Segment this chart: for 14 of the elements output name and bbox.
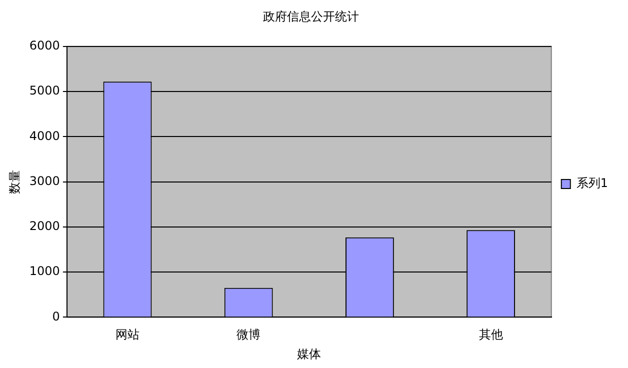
y-tick-label: 4000 — [29, 128, 60, 143]
y-axis-title: 数量 — [7, 170, 22, 194]
chart-title: 政府信息公开统计 — [263, 9, 359, 24]
y-tick-label: 6000 — [29, 38, 60, 53]
x-tick-label: 其他 — [478, 328, 503, 342]
y-tick-label: 2000 — [29, 219, 60, 234]
y-tick-label: 3000 — [29, 174, 60, 188]
x-tick-label: 微博 — [236, 328, 261, 342]
legend-label: 系列1 — [576, 176, 608, 190]
y-tick-label: 1000 — [29, 264, 60, 278]
x-tick-label: 网站 — [115, 328, 140, 342]
x-axis-title: 媒体 — [297, 346, 322, 361]
y-tick-label: 0 — [52, 309, 60, 324]
y-tick-label: 5000 — [29, 84, 60, 98]
